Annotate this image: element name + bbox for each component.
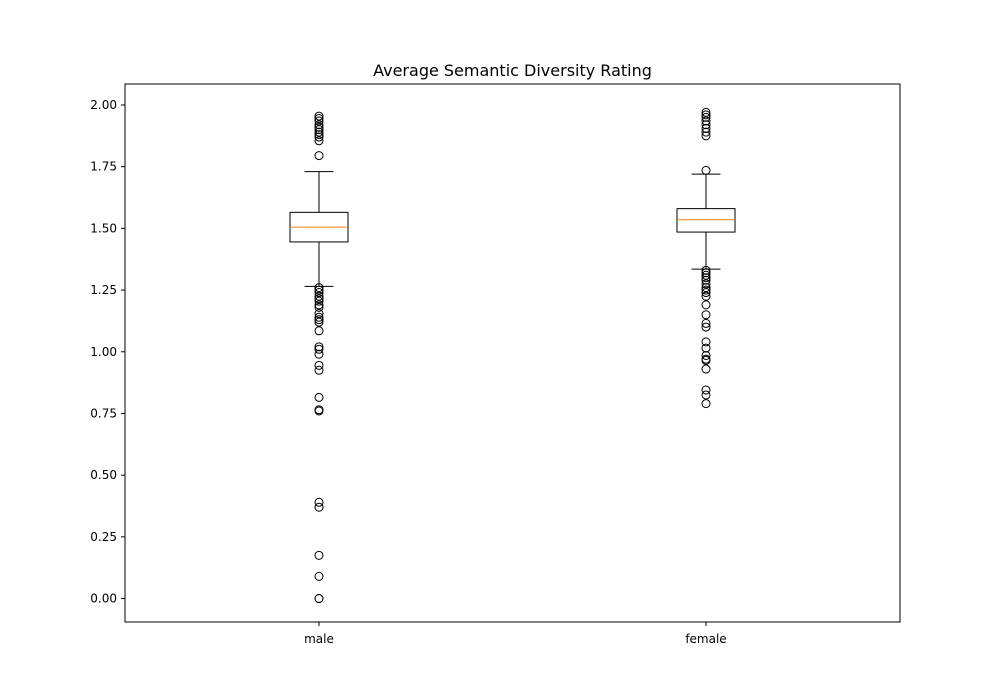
iqr-box bbox=[676, 208, 736, 233]
outlier-point bbox=[314, 317, 324, 327]
outlier-point bbox=[314, 130, 324, 140]
y-tick-label: 1.25 bbox=[90, 283, 117, 297]
x-tick-label: female bbox=[685, 632, 726, 646]
outlier-point bbox=[314, 132, 324, 142]
outlier-point bbox=[701, 343, 711, 353]
outlier-point bbox=[701, 165, 711, 175]
outlier-point bbox=[314, 365, 324, 375]
outlier-point bbox=[701, 310, 711, 320]
outlier-point bbox=[314, 571, 324, 581]
outlier-point bbox=[701, 364, 711, 374]
x-axis: male female bbox=[304, 622, 727, 646]
y-tick-label: 0.75 bbox=[90, 406, 117, 420]
outlier-point bbox=[701, 291, 711, 301]
outlier-point bbox=[314, 344, 324, 354]
outlier-point bbox=[314, 136, 324, 146]
outlier-point bbox=[701, 275, 711, 285]
outlier-point bbox=[701, 116, 711, 126]
outlier-point bbox=[701, 390, 711, 400]
outlier-point bbox=[314, 291, 324, 301]
outlier-point bbox=[701, 385, 711, 395]
outlier-point bbox=[314, 309, 324, 319]
outlier-point bbox=[701, 350, 711, 360]
outlier-point bbox=[701, 120, 711, 130]
y-axis: 0.00 0.25 0.50 0.75 1.00 1.25 1.50 1.75 2.00 bbox=[90, 98, 125, 606]
outlier-point bbox=[314, 312, 324, 322]
outlier-point bbox=[701, 300, 711, 310]
outlier-point bbox=[314, 349, 324, 359]
outlier-point bbox=[701, 110, 711, 120]
outlier-point bbox=[314, 285, 324, 295]
outlier-point bbox=[314, 594, 324, 604]
outlier-point bbox=[314, 116, 324, 126]
outlier-point bbox=[314, 502, 324, 512]
outlier-point bbox=[314, 342, 324, 352]
outlier-point bbox=[701, 107, 711, 117]
outlier-point bbox=[701, 270, 711, 280]
outlier-point bbox=[314, 360, 324, 370]
outlier-point bbox=[701, 318, 711, 328]
outlier-point bbox=[314, 392, 324, 402]
y-tick-label: 1.50 bbox=[90, 221, 117, 235]
outlier-point bbox=[701, 283, 711, 293]
outlier-point bbox=[314, 497, 324, 507]
outlier-point bbox=[314, 302, 324, 312]
outlier-point bbox=[701, 112, 711, 122]
outlier-point bbox=[314, 151, 324, 161]
y-tick-label: 0.00 bbox=[90, 592, 117, 606]
outlier-point bbox=[314, 125, 324, 135]
outlier-point bbox=[314, 122, 324, 132]
outlier-point bbox=[701, 127, 711, 137]
outlier-point bbox=[314, 111, 324, 121]
y-tick-label: 2.00 bbox=[90, 98, 117, 112]
outlier-point bbox=[314, 127, 324, 137]
outlier-point bbox=[314, 406, 324, 416]
outlier-point bbox=[314, 315, 324, 325]
outlier-point bbox=[314, 114, 324, 124]
outlier-point bbox=[314, 294, 324, 304]
y-tick-label: 1.75 bbox=[90, 160, 117, 174]
outlier-point bbox=[701, 288, 711, 298]
outlier-point bbox=[701, 285, 711, 295]
plot-area bbox=[124, 83, 901, 623]
outlier-point bbox=[314, 300, 324, 310]
chart-title: Average Semantic Diversity Rating bbox=[373, 61, 652, 80]
outlier-point bbox=[701, 123, 711, 133]
boxes-layer bbox=[289, 107, 736, 604]
outlier-point bbox=[701, 337, 711, 347]
y-tick-label: 0.50 bbox=[90, 468, 117, 482]
y-tick-label: 1.00 bbox=[90, 345, 117, 359]
x-tick-label: male bbox=[304, 632, 334, 646]
outlier-point bbox=[701, 279, 711, 289]
box-group-male bbox=[289, 111, 349, 604]
box-group-female bbox=[676, 107, 736, 409]
outlier-point bbox=[701, 131, 711, 141]
y-tick-label: 0.25 bbox=[90, 530, 117, 544]
outlier-point bbox=[314, 288, 324, 298]
outlier-point bbox=[701, 355, 711, 365]
outlier-point bbox=[314, 120, 324, 130]
outlier-point bbox=[314, 283, 324, 293]
outlier-point bbox=[701, 399, 711, 409]
outlier-point bbox=[701, 322, 711, 332]
outlier-point bbox=[701, 265, 711, 275]
outlier-point bbox=[314, 550, 324, 560]
outlier-point bbox=[701, 273, 711, 283]
outlier-point bbox=[314, 296, 324, 306]
outlier-point bbox=[701, 268, 711, 278]
outlier-point bbox=[314, 326, 324, 336]
